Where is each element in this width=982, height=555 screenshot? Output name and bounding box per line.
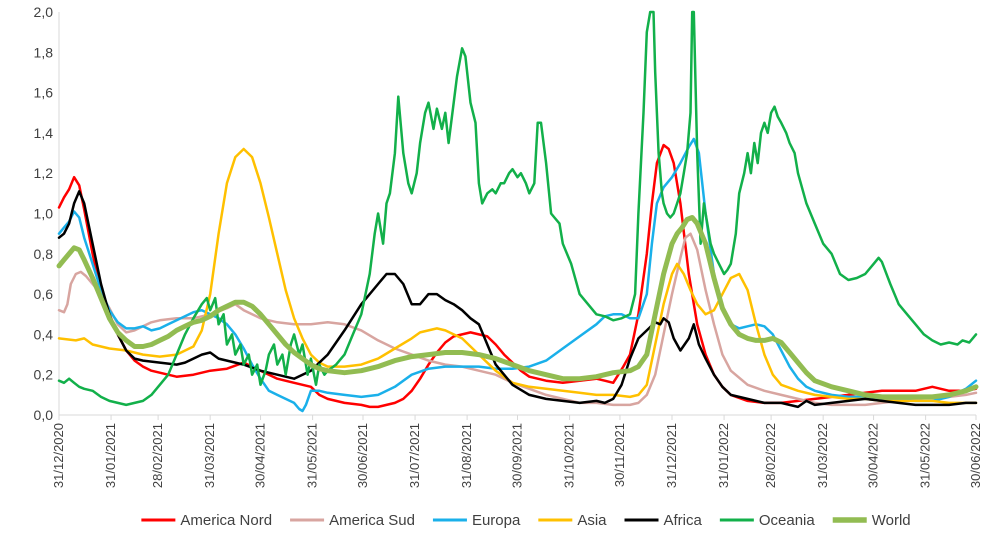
legend-label-europa: Europa — [472, 512, 521, 529]
x-tick-label: 28/02/2022 — [763, 423, 778, 488]
x-tick-label: 31/01/2022 — [716, 423, 731, 488]
x-tick-label: 31/05/2022 — [918, 423, 933, 488]
series-line-world — [56, 215, 979, 400]
x-tick-label: 31/03/2021 — [202, 423, 217, 488]
y-tick-label: 0,4 — [34, 326, 54, 342]
y-tick-label: 1,6 — [34, 85, 54, 101]
chart-legend: America Nord America Sud Europa Asia Africa O… — [141, 512, 911, 529]
legend-label-america-sud: America Sud — [329, 512, 415, 529]
y-tick-label: 1,4 — [34, 125, 54, 141]
series-line-europa — [57, 137, 978, 413]
y-tick-label: 0,6 — [34, 286, 54, 302]
x-tick-label: 30/06/2021 — [355, 423, 370, 488]
y-tick-label: 0,8 — [34, 246, 54, 262]
x-tick-label: 30/04/2021 — [253, 423, 268, 488]
y-tick-label: 1,0 — [34, 206, 54, 222]
series-line-america-sud — [57, 232, 978, 407]
y-axis-ticks: 0,0 0,2 0,4 0,6 0,8 1,0 1,2 1,4 1,6 1,8 2,0 — [34, 4, 54, 423]
x-tick-label: 30/09/2021 — [510, 423, 525, 488]
chart-series — [56, 10, 979, 413]
x-tick-label: 31/10/2021 — [562, 423, 577, 488]
x-tick-label: 31/05/2021 — [305, 423, 320, 488]
series-line-africa — [57, 190, 978, 409]
series-line-asia — [57, 147, 978, 405]
legend-label-america-nord: America Nord — [180, 512, 272, 529]
x-tick-label: 31/12/2020 — [51, 423, 66, 488]
x-tick-label: 28/02/2021 — [150, 423, 165, 488]
legend-label-asia: Asia — [577, 512, 607, 529]
y-tick-label: 1,8 — [34, 44, 54, 60]
y-tick-label: 0,0 — [34, 407, 54, 423]
y-tick-label: 2,0 — [34, 4, 54, 20]
legend-label-world: World — [872, 512, 911, 529]
series-line-oceania — [57, 10, 978, 407]
chart-axes — [58, 12, 976, 416]
x-tick-label: 31/12/2021 — [664, 423, 679, 488]
x-tick-label: 31/01/2021 — [103, 423, 118, 488]
x-tick-label: 31/03/2022 — [815, 423, 830, 488]
x-tick-label: 30/11/2021 — [612, 423, 627, 487]
x-axis-ticks: 31/12/2020 31/01/2021 28/02/2021 31/03/2021… — [51, 415, 982, 488]
legend-label-africa: Africa — [664, 512, 703, 529]
x-tick-label: 30/04/2022 — [866, 423, 881, 488]
legend-label-oceania: Oceania — [759, 512, 816, 529]
x-tick-label: 31/07/2021 — [407, 423, 422, 488]
y-tick-label: 0,2 — [34, 367, 54, 383]
x-tick-label: 30/06/2022 — [968, 423, 982, 488]
x-tick-label: 31/08/2021 — [459, 423, 474, 488]
y-tick-label: 1,2 — [34, 165, 54, 181]
